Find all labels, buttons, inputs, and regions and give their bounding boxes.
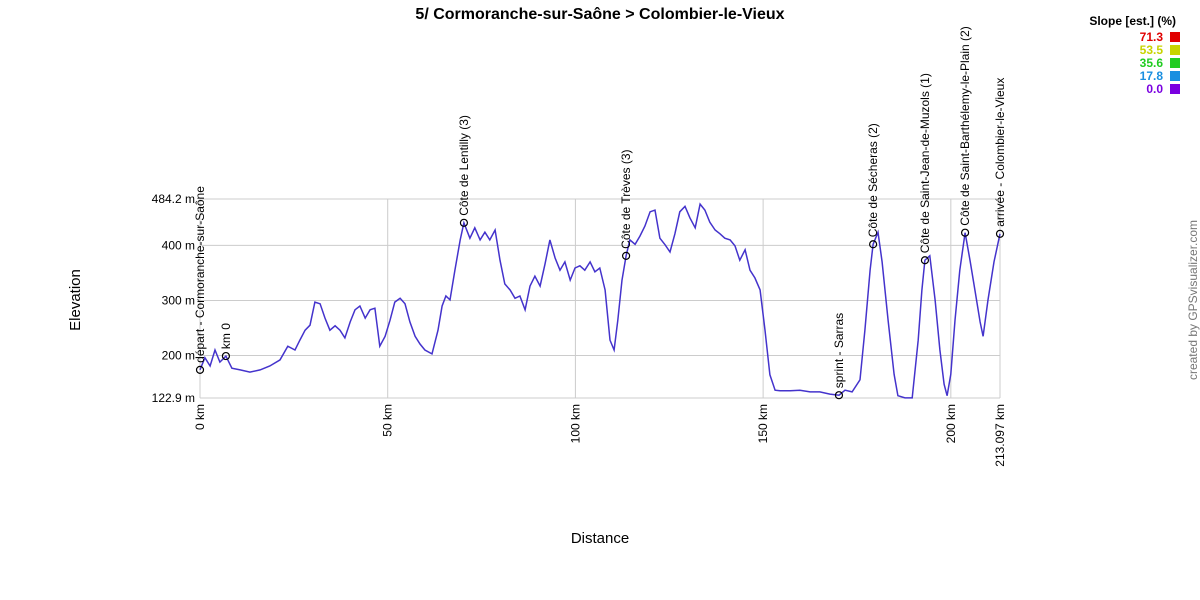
waypoint-marker xyxy=(995,229,1005,238)
legend-swatch xyxy=(1170,58,1180,68)
legend-label: 35.6 xyxy=(1140,56,1164,70)
waypoint-label: Côte de Saint-Barthélemy-le-Plain (2) xyxy=(958,26,972,225)
waypoint-marker xyxy=(221,351,231,361)
x-tick-label: 200 km xyxy=(944,404,958,443)
waypoint-marker xyxy=(621,251,631,260)
legend-label: 53.5 xyxy=(1140,43,1164,57)
waypoint-label: Côte de Saint-Jean-de-Muzols (1) xyxy=(918,73,932,253)
credit: created by GPSvisualizer.com xyxy=(1186,220,1200,380)
legend-swatch xyxy=(1170,84,1180,94)
waypoint-marker xyxy=(869,240,878,249)
x-tick-label: 50 km xyxy=(381,404,395,437)
waypoint-label: Côte de Lentilly (3) xyxy=(457,115,471,216)
chart-title: 5/ Cormoranche-sur-Saône > Colombier-le-… xyxy=(415,6,784,23)
y-tick-label: 200 m xyxy=(162,349,195,363)
y-axis-label: Elevation xyxy=(67,269,84,331)
waypoint-marker xyxy=(960,228,970,237)
legend-title: Slope [est.] (%) xyxy=(1089,14,1176,28)
waypoint-marker xyxy=(834,391,844,400)
waypoint-label: départ - Cormoranche-sur-Saône xyxy=(193,186,207,363)
y-tick-label: 400 m xyxy=(162,238,195,252)
elevation-line xyxy=(199,202,1001,399)
y-tick-label: 484.2 m xyxy=(152,192,195,206)
waypoint-label: km 0 xyxy=(219,323,233,349)
waypoint-label: Côte de Sécheras (2) xyxy=(866,123,880,237)
x-tick-label: 150 km xyxy=(756,404,770,443)
x-tick-label: 0 km xyxy=(193,404,207,430)
y-tick-label: 122.9 m xyxy=(152,391,195,405)
x-tick-label: 100 km xyxy=(568,404,582,443)
y-tick-label: 300 m xyxy=(162,293,195,307)
x-tick-label: 213.097 km xyxy=(993,404,1007,467)
legend-label: 17.8 xyxy=(1140,69,1164,83)
legend-swatch xyxy=(1170,45,1180,55)
legend-label: 71.3 xyxy=(1140,30,1164,44)
x-axis-label: Distance xyxy=(571,530,629,547)
waypoint-label: arrivée - Colombier-le-Vieux xyxy=(993,78,1007,227)
waypoint-label: sprint - Sarras xyxy=(832,313,846,388)
waypoint-marker xyxy=(920,256,930,265)
legend-swatch xyxy=(1170,32,1180,42)
waypoint-marker xyxy=(459,218,469,227)
waypoint-label: Côte de Trèves (3) xyxy=(619,149,633,248)
waypoint-marker xyxy=(195,365,205,374)
legend-label: 0.0 xyxy=(1146,82,1163,96)
legend-swatch xyxy=(1170,71,1180,81)
